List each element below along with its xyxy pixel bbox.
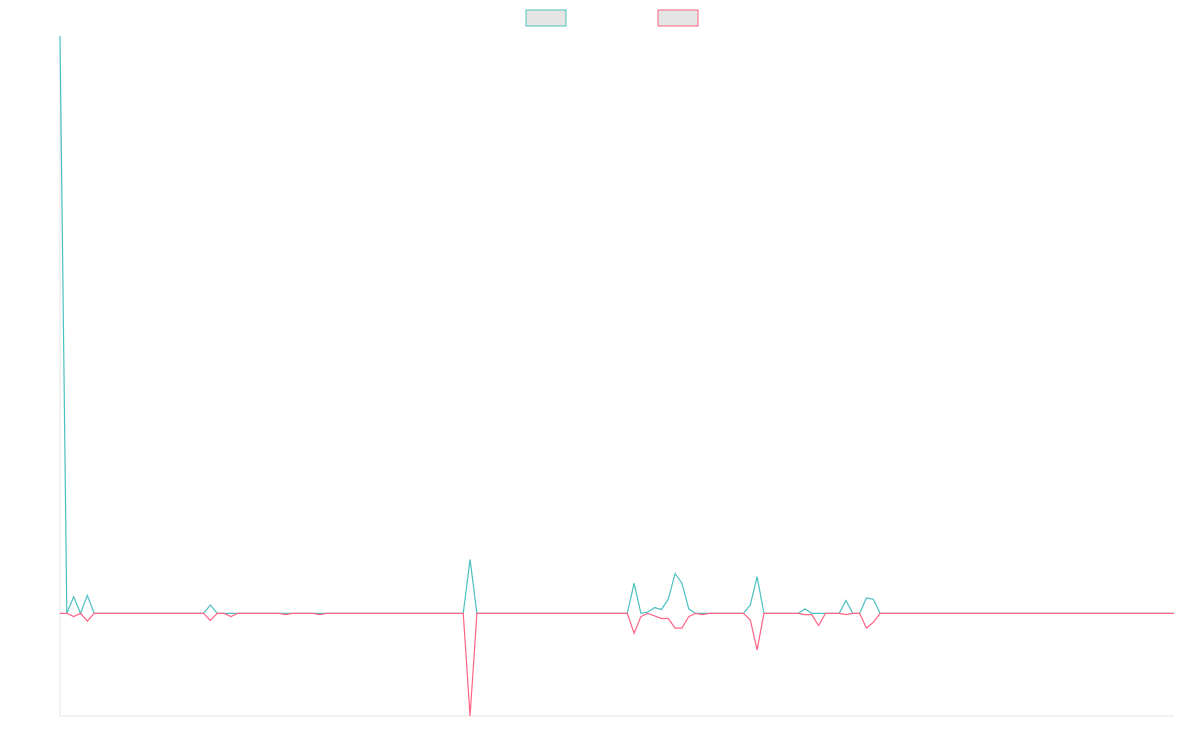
axes [59, 36, 1174, 717]
legend [525, 9, 699, 27]
series-layer [59, 35, 1174, 717]
legend-swatch-1 [525, 9, 567, 27]
series-line-1 [59, 35, 1174, 615]
legend-swatch-2 [657, 9, 699, 27]
series-line-2 [60, 612, 1174, 717]
